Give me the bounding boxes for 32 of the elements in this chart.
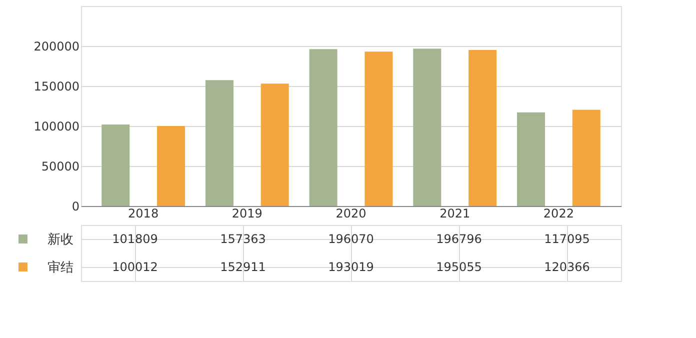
data-label: 196070 — [328, 232, 374, 246]
bar — [517, 112, 545, 206]
legend-label: 新收 — [48, 232, 74, 248]
x-tick-label: 2022 — [543, 206, 574, 220]
bar — [468, 50, 497, 206]
data-label: 193019 — [328, 260, 374, 274]
data-label: 117095 — [544, 232, 590, 246]
y-tick-label: 200000 — [34, 40, 80, 54]
bar — [413, 48, 442, 206]
bar — [260, 84, 289, 206]
data-label: 195055 — [436, 260, 482, 274]
y-tick-label: 100000 — [34, 120, 80, 134]
data-label: 120366 — [544, 260, 590, 274]
y-tick-label: 50000 — [41, 160, 80, 174]
bar — [157, 126, 185, 206]
bar — [572, 110, 600, 206]
x-tick-label: 2018 — [128, 206, 159, 220]
data-label: 100012 — [112, 260, 158, 274]
bar — [309, 49, 338, 206]
x-tick-label: 2019 — [232, 206, 262, 220]
data-label: 157363 — [220, 232, 266, 246]
legend-label: 审结 — [48, 260, 74, 276]
bar — [205, 80, 234, 206]
y-tick-label: 150000 — [34, 80, 80, 94]
data-label: 101809 — [112, 232, 158, 246]
data-label: 196796 — [436, 232, 482, 246]
bar — [364, 52, 393, 206]
bar — [102, 124, 130, 206]
data-label: 152911 — [220, 260, 266, 274]
y-tick-label: 0 — [72, 200, 80, 214]
x-tick-label: 2020 — [336, 206, 366, 220]
x-tick-label: 2021 — [440, 206, 470, 220]
